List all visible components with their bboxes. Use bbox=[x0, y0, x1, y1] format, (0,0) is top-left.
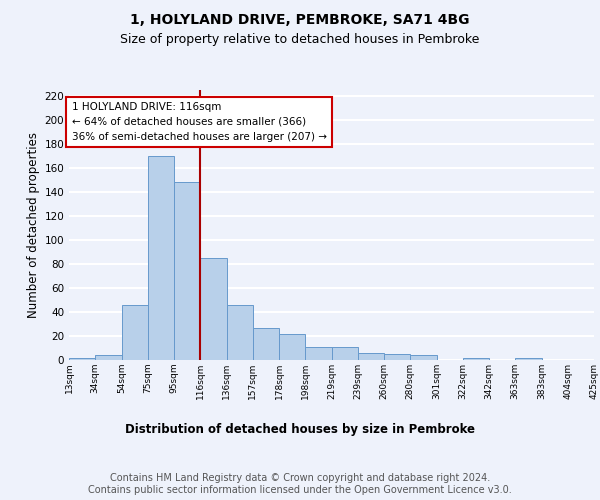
Bar bbox=[305, 347, 331, 360]
Bar bbox=[515, 358, 542, 360]
Bar bbox=[463, 358, 489, 360]
Text: 1 HOLYLAND DRIVE: 116sqm
← 64% of detached houses are smaller (366)
36% of semi-: 1 HOLYLAND DRIVE: 116sqm ← 64% of detach… bbox=[71, 102, 326, 142]
Bar bbox=[200, 258, 227, 360]
Bar bbox=[121, 305, 148, 360]
Text: 1, HOLYLAND DRIVE, PEMBROKE, SA71 4BG: 1, HOLYLAND DRIVE, PEMBROKE, SA71 4BG bbox=[130, 12, 470, 26]
Y-axis label: Number of detached properties: Number of detached properties bbox=[27, 132, 40, 318]
Bar bbox=[174, 182, 200, 360]
Bar bbox=[148, 156, 174, 360]
Bar bbox=[227, 305, 253, 360]
Bar bbox=[410, 355, 437, 360]
Text: Distribution of detached houses by size in Pembroke: Distribution of detached houses by size … bbox=[125, 422, 475, 436]
Text: Contains HM Land Registry data © Crown copyright and database right 2024.
Contai: Contains HM Land Registry data © Crown c… bbox=[88, 474, 512, 495]
Bar bbox=[279, 334, 305, 360]
Text: Size of property relative to detached houses in Pembroke: Size of property relative to detached ho… bbox=[121, 32, 479, 46]
Bar bbox=[384, 354, 410, 360]
Bar bbox=[253, 328, 279, 360]
Bar bbox=[358, 353, 384, 360]
Bar bbox=[95, 355, 121, 360]
Bar bbox=[331, 347, 358, 360]
Bar bbox=[69, 358, 95, 360]
